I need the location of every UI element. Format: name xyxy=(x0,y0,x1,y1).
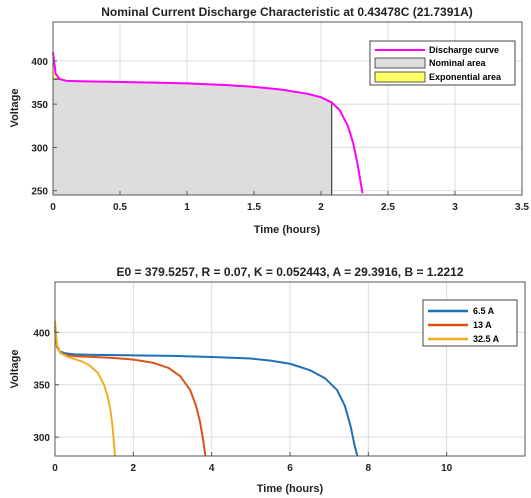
ax2-x-tick-label: 8 xyxy=(366,463,372,474)
series-line-6-5-a xyxy=(54,330,359,457)
legend-label-exponential-area: Exponential area xyxy=(429,72,502,82)
top-lines xyxy=(52,52,364,194)
ax1-x-tick-label: 1.5 xyxy=(247,202,261,213)
ax2-x-tick-label: 2 xyxy=(131,463,137,474)
bottom-y-axis-label: Voltage xyxy=(9,350,21,389)
top-axes: 0 0.5 1 1.5 2 2.5 3 3.5 250 300 350 400 Nominal Cu… xyxy=(9,5,529,236)
ax1-x-tick-label: 3 xyxy=(452,202,458,213)
top-y-ticks: 250 300 350 400 xyxy=(31,57,57,198)
ax1-x-tick-label: 0 xyxy=(50,202,56,213)
legend-label-13a: 13 A xyxy=(473,320,492,330)
legend-label-nominal-area: Nominal area xyxy=(429,58,487,68)
ax2-x-tick-label: 4 xyxy=(209,463,215,474)
legend-label-6-5a: 6.5 A xyxy=(473,306,495,316)
ax2-x-tick-label: 10 xyxy=(441,463,453,474)
series-line-discharge-curve xyxy=(52,52,364,194)
series-line-32-5-a xyxy=(54,320,116,457)
bottom-x-axis-label: Time (hours) xyxy=(257,483,324,495)
top-legend: Discharge curve Nominal area Exponential… xyxy=(369,40,516,86)
ax1-y-tick-label: 350 xyxy=(31,100,48,111)
ax1-y-tick-label: 400 xyxy=(31,57,48,68)
bottom-chart-title: E0 = 379.5257, R = 0.07, K = 0.052443, A… xyxy=(116,265,463,279)
bottom-y-ticks: 300 350 400 xyxy=(33,328,59,444)
ax1-x-tick-label: 1 xyxy=(184,202,190,213)
top-y-axis-label: Voltage xyxy=(9,89,21,128)
top-axes-frame xyxy=(52,21,523,196)
ax1-x-tick-label: 2 xyxy=(318,202,324,213)
ax1-x-tick-label: 0.5 xyxy=(113,202,127,213)
ax1-y-tick-label: 250 xyxy=(31,187,48,198)
bottom-axes: 0 2 4 6 8 10 300 350 400 E0 = 379.5257, R = 0.0… xyxy=(9,265,526,495)
ax2-x-tick-label: 0 xyxy=(52,463,58,474)
top-x-axis-label: Time (hours) xyxy=(254,224,321,236)
ax1-y-tick-label: 300 xyxy=(31,143,48,154)
ax2-x-tick-label: 6 xyxy=(287,463,293,474)
top-chart-title: Nominal Current Discharge Characteristic… xyxy=(101,5,473,19)
ax2-y-tick-label: 400 xyxy=(33,328,50,339)
legend-label-32-5a: 32.5 A xyxy=(473,334,500,344)
ax2-y-tick-label: 300 xyxy=(33,433,50,444)
ax2-y-tick-label: 350 xyxy=(33,381,50,392)
top-x-ticks: 0 0.5 1 1.5 2 2.5 3 3.5 xyxy=(50,191,529,213)
ax1-x-tick-label: 2.5 xyxy=(381,202,395,213)
legend-swatch-exponential-area xyxy=(374,71,426,83)
bottom-x-ticks: 0 2 4 6 8 10 xyxy=(52,452,453,474)
legend-swatch-nominal-area xyxy=(374,57,426,69)
legend-label-discharge-curve: Discharge curve xyxy=(429,45,499,55)
bottom-lines xyxy=(54,320,359,457)
bottom-legend: 6.5 A 13 A 32.5 A xyxy=(422,299,518,347)
ax1-x-tick-label: 3.5 xyxy=(515,202,529,213)
